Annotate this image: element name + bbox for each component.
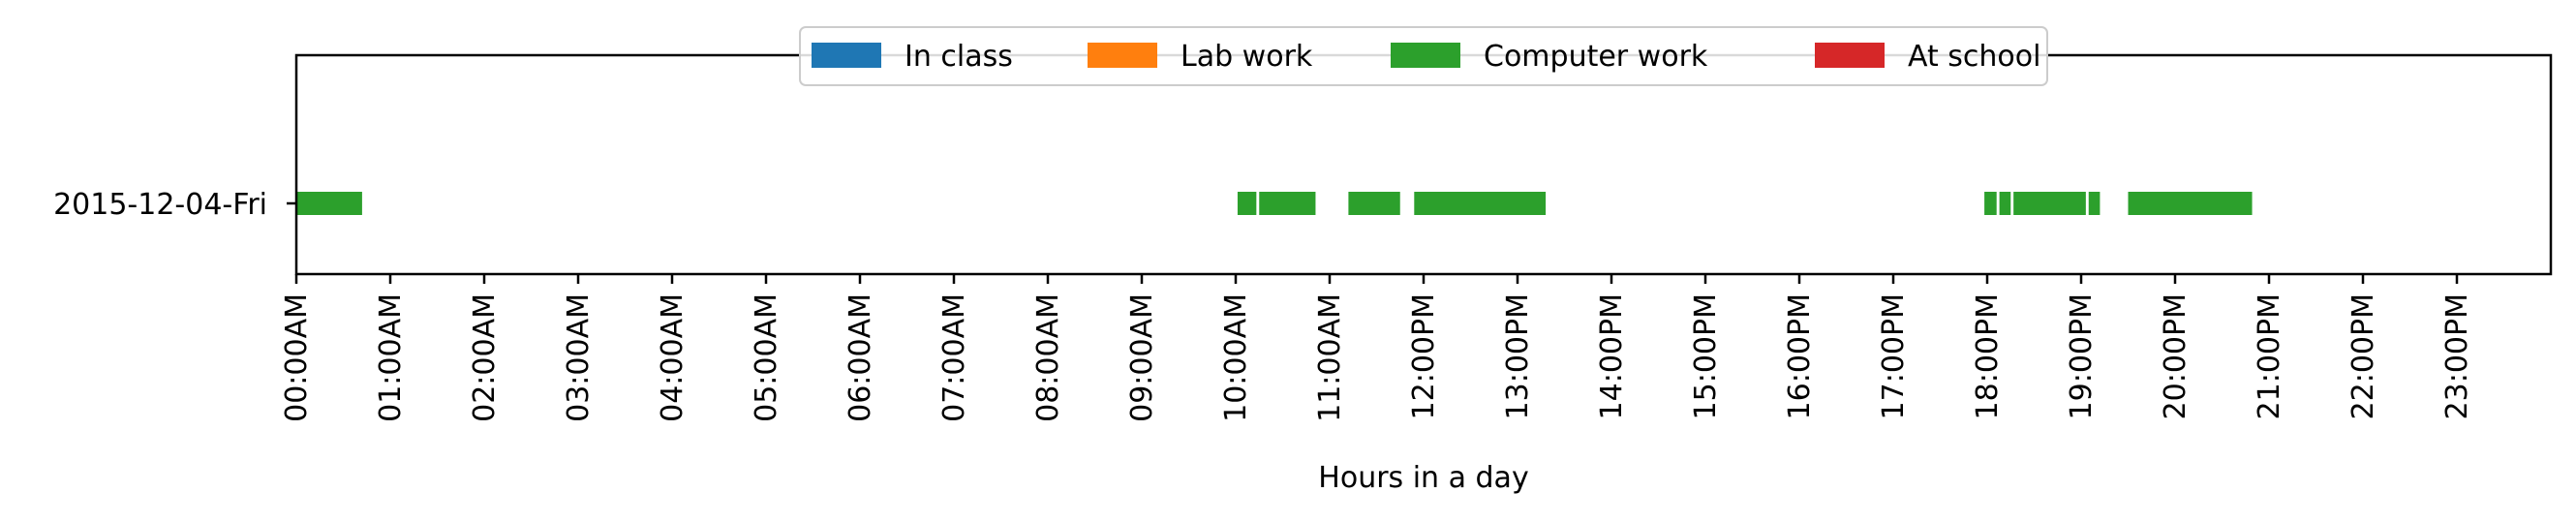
x-tick-label: 22:00PM	[2346, 293, 2380, 419]
x-tick-label: 16:00PM	[1783, 293, 1817, 419]
x-tick-label: 17:00PM	[1877, 293, 1911, 419]
activity-bar	[296, 192, 362, 215]
x-tick-label: 04:00AM	[656, 293, 690, 422]
activity-bar	[1999, 192, 2011, 215]
x-tick-label: 14:00PM	[1595, 293, 1629, 419]
x-tick-label: 09:00AM	[1125, 293, 1159, 422]
x-tick-label: 05:00AM	[750, 293, 783, 422]
legend-label: Computer work	[1484, 40, 1708, 74]
plot-area	[294, 53, 2553, 276]
x-tick-label: 21:00PM	[2253, 293, 2286, 419]
y-axis: 2015-12-04-Fri	[53, 188, 296, 222]
legend-swatch	[1815, 43, 1885, 68]
legend: In class Lab work Computer work At school	[799, 26, 2048, 86]
activity-bar	[2128, 192, 2253, 215]
activity-bar	[2088, 192, 2101, 215]
x-tick-label: 20:00PM	[2159, 293, 2193, 419]
x-tick-label: 19:00PM	[2065, 293, 2099, 419]
x-tick-label: 18:00PM	[1971, 293, 2005, 419]
legend-label: In class	[905, 40, 1013, 74]
legend-swatch	[1088, 43, 1157, 68]
x-tick-label: 00:00AM	[280, 293, 314, 422]
activity-bar	[1259, 192, 1316, 215]
activity-bar	[1984, 192, 1997, 215]
y-tick-label: 2015-12-04-Fri	[53, 188, 267, 222]
activity-bar	[2013, 192, 2086, 215]
x-tick-label: 13:00PM	[1501, 293, 1535, 419]
activity-bar	[1414, 192, 1547, 215]
x-tick-label: 07:00AM	[937, 293, 971, 422]
legend-swatch	[1391, 43, 1460, 68]
x-tick-label: 01:00AM	[374, 293, 408, 422]
activity-bar	[1237, 192, 1257, 215]
x-tick-label: 02:00AM	[468, 293, 502, 422]
x-tick-label: 08:00AM	[1031, 293, 1065, 422]
legend-label: Lab work	[1181, 40, 1313, 74]
legend-swatch	[812, 43, 881, 68]
x-tick-label: 15:00PM	[1689, 293, 1723, 419]
x-tick-label: 11:00AM	[1313, 293, 1347, 422]
x-tick-label: 03:00AM	[562, 293, 596, 422]
legend-label: At school	[1908, 40, 2040, 74]
x-tick-label: 10:00AM	[1219, 293, 1253, 422]
x-tick-label: 12:00PM	[1407, 293, 1441, 419]
x-tick-label: 06:00AM	[843, 293, 877, 422]
x-axis-label: Hours in a day	[1318, 461, 1528, 495]
activity-bars	[296, 192, 2253, 215]
x-tick-label: 23:00PM	[2440, 293, 2474, 419]
activity-bar	[1348, 192, 1400, 215]
x-axis: 00:00AM 01:00AM 02:00AM 03:00AM 04:00AM 05:00…	[280, 274, 2474, 422]
